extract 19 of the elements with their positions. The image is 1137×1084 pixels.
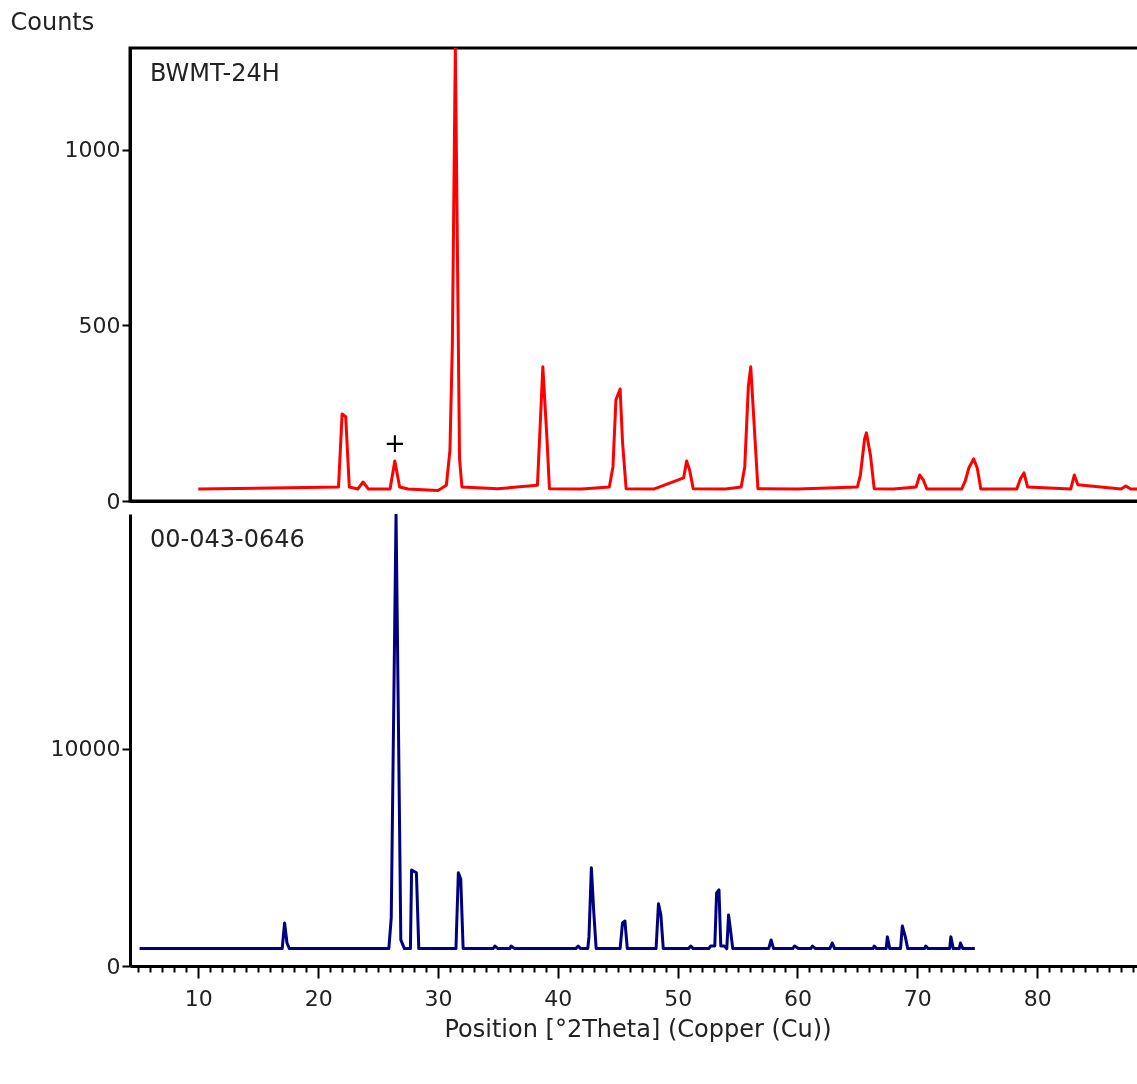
x-tick-label: 80 — [1023, 985, 1052, 1011]
x-tick-label: 40 — [544, 985, 573, 1011]
y-tick-label: 10000 — [50, 736, 121, 762]
x-tick-label: 30 — [424, 985, 453, 1011]
x-tick-label: 60 — [783, 985, 812, 1011]
text: BWMT-24H — [150, 59, 280, 87]
x-tick-label: 10 — [184, 985, 213, 1011]
y-tick-label: 1000 — [64, 137, 121, 163]
line-series — [138, 514, 977, 951]
text: 00-043-0646 — [150, 525, 305, 553]
x-tick-label: 50 — [664, 985, 693, 1011]
y-tick-label: 0 — [106, 488, 121, 514]
x-tick-label: 70 — [903, 985, 932, 1011]
x-tick-label: 20 — [304, 985, 333, 1011]
y-tick-label: 500 — [78, 312, 121, 338]
y-tick-label: 0 — [106, 953, 121, 979]
annotation: + — [383, 427, 406, 458]
y-axis-title: Counts — [10, 7, 95, 36]
x-axis-title: Position [°2Theta] (Copper (Cu)) — [444, 1014, 832, 1043]
